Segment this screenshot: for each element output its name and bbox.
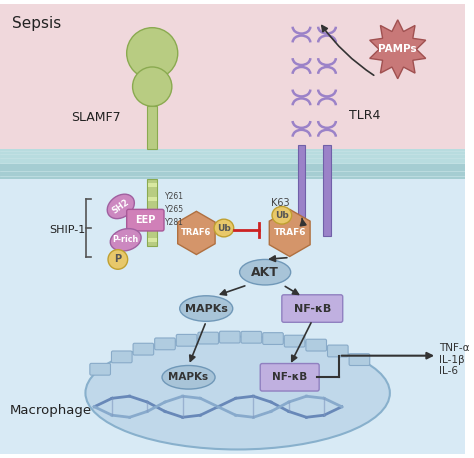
- FancyBboxPatch shape: [198, 332, 219, 344]
- FancyBboxPatch shape: [323, 145, 331, 236]
- Text: TRAF6: TRAF6: [181, 229, 211, 237]
- FancyBboxPatch shape: [111, 351, 132, 363]
- FancyBboxPatch shape: [148, 238, 156, 242]
- FancyBboxPatch shape: [260, 364, 319, 391]
- Text: TLR4: TLR4: [348, 109, 380, 121]
- Text: MAPKs: MAPKs: [168, 372, 209, 382]
- Polygon shape: [370, 20, 426, 79]
- FancyBboxPatch shape: [90, 363, 110, 375]
- Text: EEP: EEP: [135, 215, 155, 225]
- FancyBboxPatch shape: [241, 331, 262, 343]
- Ellipse shape: [180, 296, 233, 322]
- FancyBboxPatch shape: [148, 183, 156, 187]
- Text: P: P: [114, 255, 121, 264]
- Ellipse shape: [240, 259, 291, 285]
- Ellipse shape: [85, 337, 390, 449]
- Text: Y265: Y265: [165, 205, 184, 214]
- FancyBboxPatch shape: [0, 4, 465, 152]
- Text: IL-6: IL-6: [439, 366, 458, 376]
- Text: NF-κB: NF-κB: [294, 304, 331, 314]
- Ellipse shape: [127, 27, 178, 79]
- FancyBboxPatch shape: [155, 338, 175, 350]
- FancyBboxPatch shape: [349, 354, 370, 365]
- Text: TNF-α: TNF-α: [439, 343, 469, 353]
- FancyBboxPatch shape: [0, 164, 465, 179]
- Text: SLAMF7: SLAMF7: [71, 110, 120, 124]
- FancyBboxPatch shape: [282, 295, 343, 322]
- FancyBboxPatch shape: [219, 331, 240, 343]
- Ellipse shape: [214, 219, 234, 237]
- FancyBboxPatch shape: [284, 335, 305, 347]
- FancyBboxPatch shape: [306, 339, 327, 351]
- Text: Sepsis: Sepsis: [12, 16, 61, 31]
- Text: Macrophage: Macrophage: [10, 403, 92, 417]
- FancyBboxPatch shape: [176, 334, 197, 346]
- Ellipse shape: [272, 207, 292, 224]
- Text: Y261: Y261: [165, 192, 184, 201]
- Polygon shape: [178, 211, 215, 255]
- FancyBboxPatch shape: [148, 196, 156, 201]
- FancyBboxPatch shape: [127, 209, 164, 231]
- Text: AKT: AKT: [251, 266, 279, 279]
- Text: MAPKs: MAPKs: [185, 304, 228, 314]
- FancyBboxPatch shape: [328, 345, 348, 357]
- FancyBboxPatch shape: [298, 145, 305, 236]
- FancyBboxPatch shape: [0, 177, 465, 454]
- Text: SHIP-1: SHIP-1: [49, 225, 85, 235]
- Polygon shape: [269, 209, 310, 256]
- Text: SH2: SH2: [110, 197, 131, 215]
- Text: Ub: Ub: [275, 211, 289, 220]
- Text: Ub: Ub: [217, 224, 231, 233]
- FancyBboxPatch shape: [147, 179, 157, 245]
- Ellipse shape: [133, 67, 172, 106]
- Text: PAMPs: PAMPs: [378, 44, 417, 55]
- Ellipse shape: [107, 194, 134, 218]
- Ellipse shape: [108, 250, 128, 269]
- FancyBboxPatch shape: [147, 106, 157, 149]
- Ellipse shape: [162, 365, 215, 389]
- Ellipse shape: [110, 229, 141, 251]
- FancyBboxPatch shape: [263, 333, 283, 344]
- FancyBboxPatch shape: [133, 343, 154, 355]
- FancyBboxPatch shape: [148, 224, 156, 228]
- Text: NF-κB: NF-κB: [272, 372, 307, 382]
- Text: K63: K63: [271, 198, 289, 208]
- FancyBboxPatch shape: [148, 210, 156, 214]
- Text: Y281: Y281: [165, 218, 184, 227]
- Text: P-rich: P-rich: [112, 235, 139, 244]
- FancyBboxPatch shape: [0, 149, 465, 164]
- Text: TRAF6: TRAF6: [273, 229, 306, 237]
- Text: IL-1β: IL-1β: [439, 354, 465, 365]
